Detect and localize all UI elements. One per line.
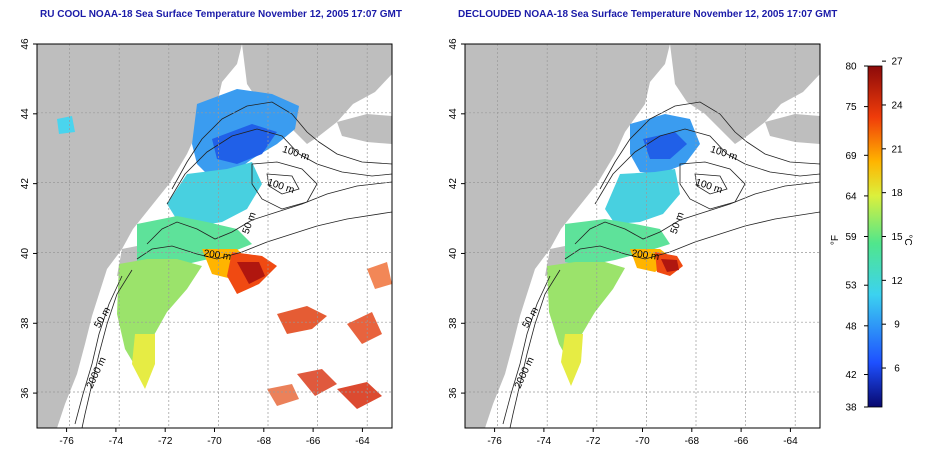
lat-tick-label: 40 <box>20 247 31 259</box>
lat-tick-label: 44 <box>20 108 31 120</box>
celsius-tick-label: 6 <box>894 364 900 375</box>
fahrenheit-tick-label: 69 <box>845 151 857 162</box>
fahrenheit-tick-label: 42 <box>845 370 857 381</box>
lon-tick-label: -74 <box>537 436 552 447</box>
fahrenheit-label: °F <box>830 235 841 245</box>
celsius-label: °C <box>902 234 913 245</box>
fahrenheit-tick-label: 53 <box>845 281 857 292</box>
lat-tick-label: 38 <box>448 317 459 329</box>
fahrenheit-tick-label: 38 <box>845 403 857 414</box>
lon-tick-label: -72 <box>158 436 173 447</box>
lat-tick-label: 36 <box>20 387 31 399</box>
fahrenheit-tick-label: 64 <box>845 191 857 202</box>
lon-tick-label: -70 <box>635 436 650 447</box>
celsius-tick-label: 21 <box>891 144 903 155</box>
lon-tick-label: -72 <box>586 436 601 447</box>
lat-tick-label: 42 <box>20 178 31 190</box>
celsius-tick-label: 12 <box>891 276 903 287</box>
lon-tick-label: -76 <box>59 436 74 447</box>
right-map-title: DECLOUDED NOAA-18 Sea Surface Temperatur… <box>458 9 838 20</box>
lat-tick-label: 46 <box>20 38 31 50</box>
lon-tick-label: -74 <box>109 436 124 447</box>
lon-tick-label: -66 <box>306 436 321 447</box>
contour-label: 200 m <box>203 248 232 263</box>
lon-tick-label: -64 <box>355 436 370 447</box>
lat-tick-label: 46 <box>448 38 459 50</box>
celsius-tick-label: 27 <box>891 57 903 68</box>
lon-tick-label: -68 <box>685 436 700 447</box>
sst-field <box>547 114 700 386</box>
fahrenheit-tick-label: 80 <box>845 62 857 73</box>
lon-tick-label: -70 <box>207 436 222 447</box>
celsius-tick-label: 15 <box>891 232 903 243</box>
axis-tick-labels: -76 -74 -72 -70 -68 -66 -64 36 38 40 42 44 46 -76 -74 -… <box>20 38 798 447</box>
celsius-tick-label: 9 <box>894 320 900 331</box>
fahrenheit-tick-label: 75 <box>845 102 857 113</box>
colorbar-ramp <box>867 65 883 408</box>
celsius-tick-label: 18 <box>891 188 903 199</box>
left-sst-map <box>36 43 393 429</box>
lat-tick-label: 42 <box>448 178 459 190</box>
lon-tick-label: -66 <box>734 436 749 447</box>
right-sst-map <box>464 43 821 429</box>
celsius-tick-label: 24 <box>891 100 903 111</box>
lat-tick-label: 38 <box>20 317 31 329</box>
lon-tick-label: -68 <box>257 436 272 447</box>
lon-tick-label: -64 <box>783 436 798 447</box>
lat-tick-label: 44 <box>448 108 459 120</box>
contour-label: 200 m <box>631 248 660 263</box>
fahrenheit-tick-label: 48 <box>845 321 857 332</box>
lat-tick-label: 40 <box>448 247 459 259</box>
left-map-title: RU COOL NOAA-18 Sea Surface Temperature … <box>40 9 402 20</box>
fahrenheit-tick-label: 59 <box>845 232 857 243</box>
sst-field <box>57 89 392 409</box>
lon-tick-label: -76 <box>487 436 502 447</box>
lat-tick-label: 36 <box>448 387 459 399</box>
